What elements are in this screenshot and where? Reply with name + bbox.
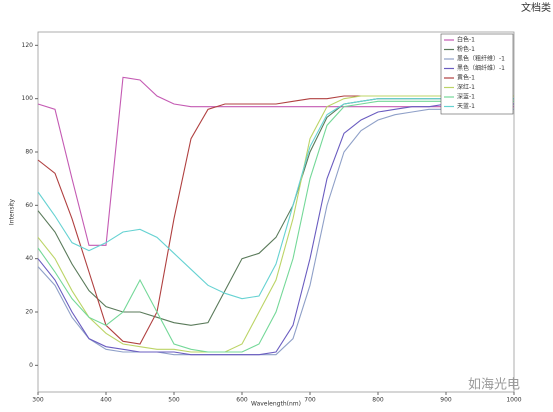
x-tick-label: 600 (236, 397, 248, 404)
legend-label: 深蓝-1 (457, 93, 475, 101)
x-tick-label: 400 (100, 397, 112, 404)
legend-label: 深红-1 (457, 83, 475, 91)
y-tick-label: 80 (25, 149, 33, 156)
legend-label: 天蓝-1 (457, 102, 475, 110)
y-tick-label: 40 (25, 255, 33, 262)
y-tick-label: 60 (25, 202, 33, 209)
legend-label: 黑色（粗纤维）-1 (457, 55, 505, 63)
x-tick-label: 300 (32, 397, 44, 404)
x-tick-label: 900 (440, 397, 452, 404)
x-tick-label: 500 (168, 397, 180, 404)
legend-label: 粉色-1 (457, 45, 475, 53)
series-line (37, 76, 514, 246)
y-tick-label: 120 (22, 42, 34, 49)
legend-label: 黄色-1 (457, 74, 475, 82)
y-tick-label: 100 (22, 95, 34, 102)
plot-frame (37, 31, 515, 393)
series-line (37, 103, 514, 356)
legend-label: 黑色（细纤维）-1 (457, 64, 505, 72)
x-axis-label: Wavelength(nm) (251, 401, 301, 408)
y-tick-label: 20 (25, 309, 33, 316)
watermark: 如海光电 (468, 377, 520, 393)
y-axis-label: Intensity (9, 198, 16, 225)
x-tick-label: 700 (304, 397, 316, 404)
legend-box (440, 33, 514, 115)
series-line (37, 95, 514, 345)
legend-label: 白色-1 (457, 36, 475, 44)
series-line (37, 108, 514, 356)
series-line (37, 98, 514, 300)
series-line (37, 100, 514, 353)
x-tick-label: 1000 (506, 397, 521, 404)
x-tick-label: 800 (372, 397, 384, 404)
y-tick-label: 0 (29, 362, 33, 369)
chart-title: 文档类 (521, 1, 551, 14)
series-line (37, 95, 514, 353)
